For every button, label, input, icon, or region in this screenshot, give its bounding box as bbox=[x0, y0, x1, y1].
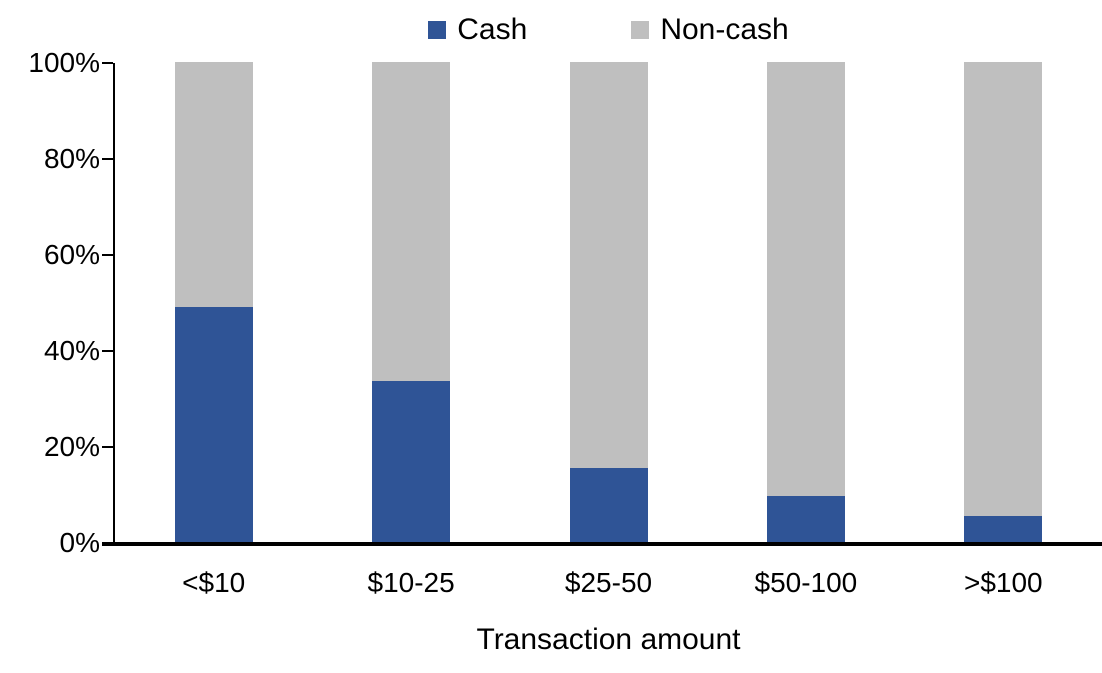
bar-segment-cash bbox=[372, 381, 451, 542]
y-tick-label: 100% bbox=[28, 47, 100, 78]
x-tick-label: $25-50 bbox=[564, 567, 653, 598]
bar-10-25 bbox=[372, 62, 451, 542]
legend-item-cash: Cash bbox=[428, 13, 527, 47]
x-axis-title: Transaction amount bbox=[476, 623, 741, 656]
legend-item-non-cash: Non-cash bbox=[631, 13, 789, 47]
legend-swatch-cash bbox=[428, 21, 447, 39]
bar-25-50 bbox=[569, 62, 648, 542]
y-tick-label: 0% bbox=[59, 527, 100, 558]
y-tick-label: 20% bbox=[43, 431, 100, 462]
legend-label: Non-cash bbox=[660, 13, 789, 46]
x-tick-label: $10-25 bbox=[367, 567, 455, 598]
y-tick-mark bbox=[102, 62, 113, 64]
bar-10 bbox=[174, 62, 253, 542]
y-tick-label: 60% bbox=[43, 239, 100, 270]
y-tick-mark bbox=[102, 446, 113, 448]
bar-segment-cash bbox=[964, 515, 1043, 542]
y-tick-mark bbox=[102, 542, 113, 544]
plot-area: 0% 20% 40% 60% 80% 100% <$10 $10-25 $25-50 $50-10… bbox=[28, 47, 1102, 598]
bar-segment-non-cash bbox=[569, 62, 648, 468]
x-tick-label: >$100 bbox=[963, 567, 1043, 598]
bar-segment-cash bbox=[766, 496, 845, 542]
bar-segment-non-cash bbox=[766, 62, 845, 497]
y-tick-mark bbox=[102, 158, 113, 160]
y-tick-mark bbox=[102, 254, 113, 256]
bar-100 bbox=[964, 62, 1043, 542]
y-tick-mark bbox=[102, 350, 113, 352]
x-tick-label: $50-100 bbox=[754, 567, 858, 598]
y-tick-label: 40% bbox=[43, 335, 100, 366]
bar-segment-non-cash bbox=[174, 62, 253, 307]
y-axis-line bbox=[113, 63, 115, 545]
legend-swatch-non-cash bbox=[631, 21, 650, 39]
bar-50-100 bbox=[766, 62, 845, 542]
bar-segment-non-cash bbox=[964, 62, 1043, 516]
x-axis-line bbox=[102, 542, 1102, 546]
bar-segment-non-cash bbox=[372, 62, 451, 382]
y-tick-label: 80% bbox=[43, 143, 100, 174]
bar-segment-cash bbox=[174, 306, 253, 542]
x-tick-label: <$10 bbox=[182, 567, 246, 598]
chart-legend: Cash Non-cash bbox=[115, 10, 1102, 50]
legend-label: Cash bbox=[457, 13, 528, 46]
bar-segment-cash bbox=[569, 467, 648, 542]
